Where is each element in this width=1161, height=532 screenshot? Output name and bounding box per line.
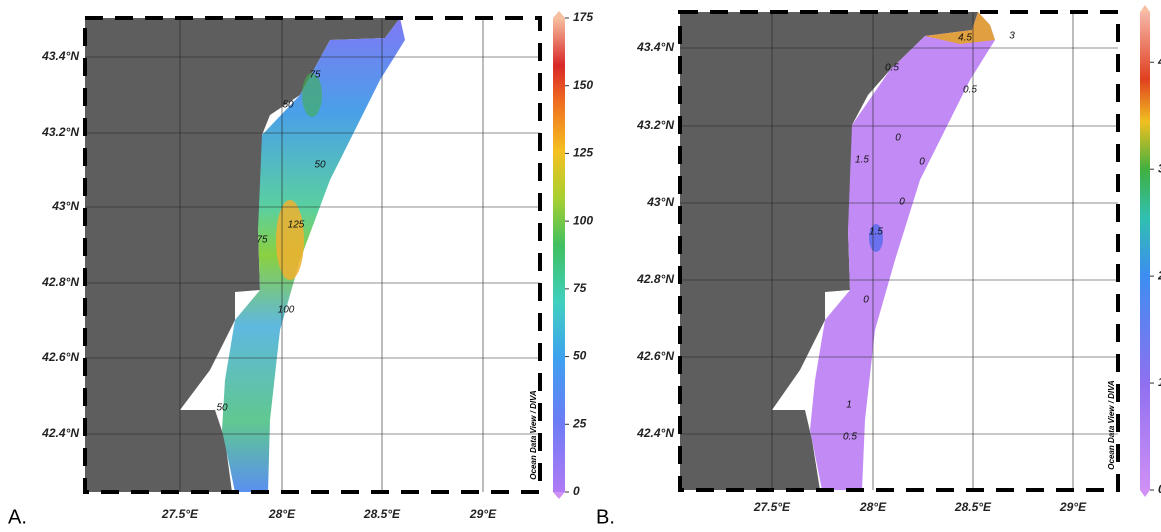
colorbar-label: 25 <box>572 416 587 430</box>
panel: 43.4°N 43.2°N 43°N 42.8°N 42.6°N 42.4°N 27.5°E… <box>8 10 593 528</box>
colorbar-arrow <box>1140 5 1150 12</box>
contour-label: 0.5 <box>963 85 977 96</box>
colorbar-label: 0 <box>573 484 580 498</box>
lat-label: 43°N <box>646 195 674 209</box>
lon-label: 28°E <box>268 507 296 521</box>
colorbar-label: 4 <box>1157 54 1161 68</box>
colorbar <box>1140 12 1150 490</box>
lat-label: 43.4°N <box>636 40 674 54</box>
data-field <box>222 18 405 492</box>
field-high <box>925 12 995 44</box>
lon-label: 29°E <box>1059 500 1087 514</box>
colorbar <box>553 18 565 492</box>
field-mid <box>302 73 322 117</box>
contour-label: 0 <box>899 197 905 208</box>
lat-label: 43.2°N <box>41 125 79 139</box>
lat-label: 43.4°N <box>41 49 79 63</box>
colorbar-label: 175 <box>573 10 593 24</box>
lat-label: 42.6°N <box>636 349 674 363</box>
contour-label: 0.5 <box>885 63 899 74</box>
colorbar-arrow <box>1140 490 1150 497</box>
credit: Ocean Data View / DIVA <box>529 390 538 480</box>
lon-label: 27.5°E <box>753 500 791 514</box>
contour-label: 0 <box>919 157 925 168</box>
map-a <box>85 18 540 492</box>
colorbar-label: 3 <box>1158 161 1161 175</box>
map-border <box>83 16 542 494</box>
contour-label: 50 <box>314 160 326 171</box>
field-mid <box>869 224 883 252</box>
contour-label: 75 <box>309 70 321 81</box>
lat-label: 42.4°N <box>41 426 79 440</box>
panel-label: A. <box>8 506 27 528</box>
contour-label: 0.5 <box>843 432 857 443</box>
contour-label: 3 <box>1009 31 1015 42</box>
contour-label: 125 <box>288 220 305 231</box>
panel: 43.4°N 43.2°N 43°N 42.8°N 42.6°N 42.4°N 27.5°E… <box>596 5 1161 528</box>
colorbar-label: 75 <box>573 281 587 295</box>
contour-label: 0 <box>895 133 901 144</box>
lat-label: 43.2°N <box>636 118 674 132</box>
lat-label: 42.8°N <box>636 272 674 286</box>
contour-label: 75 <box>256 235 268 246</box>
colorbar-label: 150 <box>573 78 593 92</box>
colorbar-label: 125 <box>573 146 593 160</box>
lon-label: 28°E <box>859 500 887 514</box>
land <box>680 12 978 490</box>
colorbar-arrow <box>553 11 565 18</box>
map-border <box>678 10 1120 492</box>
credit: Ocean Data View / DIVA <box>1107 380 1116 470</box>
lon-label: 28.5°E <box>363 507 401 521</box>
contour-label: 1 <box>846 400 852 411</box>
lat-label: 42.4°N <box>636 426 674 440</box>
data-field <box>810 12 995 490</box>
lon-label: 27.5°E <box>161 507 199 521</box>
colorbar-label: 50 <box>573 349 587 363</box>
map-b <box>680 12 1118 490</box>
contour-label: 100 <box>278 305 295 316</box>
lat-label: 42.6°N <box>41 350 79 364</box>
colorbar-arrow <box>553 492 565 499</box>
colorbar-label: 2 <box>1157 268 1161 282</box>
land <box>85 18 400 492</box>
lat-label: 43°N <box>51 199 79 213</box>
contour-label: 1.5 <box>855 155 869 166</box>
panel-label: B. <box>596 506 615 528</box>
field-high <box>276 200 304 280</box>
colorbar-label: 0 <box>1158 482 1161 496</box>
contour-label: 4.5 <box>958 33 972 44</box>
lon-label: 29°E <box>469 507 497 521</box>
contour-label: 50 <box>282 100 294 111</box>
colorbar-label: 100 <box>573 213 593 227</box>
lon-label: 28.5°E <box>954 500 992 514</box>
contour-label: 0 <box>863 295 869 306</box>
lat-label: 42.8°N <box>41 275 79 289</box>
contour-label: 1.5 <box>869 227 883 238</box>
colorbar-label: 1 <box>1158 375 1161 389</box>
contour-label: 50 <box>216 403 228 414</box>
